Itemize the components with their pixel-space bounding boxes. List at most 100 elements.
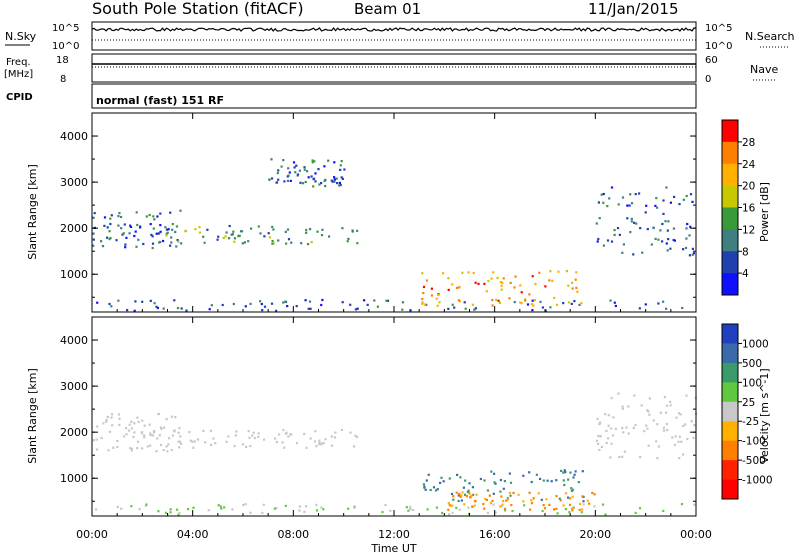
echo-cell xyxy=(353,445,356,448)
echo-cell xyxy=(509,281,512,284)
echo-cell xyxy=(134,230,137,233)
x-tick-label: 12:00 xyxy=(378,528,410,541)
echo-cell xyxy=(176,307,180,310)
echo-cell xyxy=(151,434,154,437)
echo-cell xyxy=(429,488,432,492)
echo-cell xyxy=(519,301,522,304)
echo-cell xyxy=(305,228,308,232)
power-colorbar-label: Power [dB] xyxy=(758,182,771,242)
station-title: South Pole Station (fitACF) xyxy=(92,0,304,18)
echo-cell xyxy=(263,235,266,238)
echo-cell xyxy=(678,435,681,438)
echo-cell xyxy=(277,178,280,181)
echo-cell xyxy=(655,440,658,443)
echo-cell xyxy=(535,473,538,476)
echo-cell xyxy=(127,429,131,432)
echo-cell xyxy=(568,497,571,500)
echo-cell xyxy=(571,507,574,510)
echo-cell xyxy=(198,231,201,234)
echo-cell xyxy=(409,505,412,508)
colorbar-swatch xyxy=(722,460,738,481)
echo-cell xyxy=(500,284,503,287)
echo-cell xyxy=(321,298,324,302)
echo-cell xyxy=(175,225,178,228)
freq-label: Freq. xyxy=(6,57,31,68)
nave-tick-bottom: 0 xyxy=(705,74,711,85)
echo-cell xyxy=(448,477,451,480)
echo-cell xyxy=(469,496,472,499)
echo-cell xyxy=(622,431,625,434)
echo-cell xyxy=(570,487,573,490)
echo-cell xyxy=(282,159,285,162)
echo-cell xyxy=(271,242,274,245)
echo-cell xyxy=(612,434,615,437)
velocity-colorbar-label: Velocity [m s^-1] xyxy=(758,368,771,463)
echo-cell xyxy=(157,510,160,513)
echo-cell xyxy=(309,307,312,310)
echo-cell xyxy=(145,503,148,506)
echo-cell xyxy=(95,438,98,441)
x-tick-label: 08:00 xyxy=(277,528,309,541)
echo-cell xyxy=(503,480,506,483)
echo-cell xyxy=(141,431,144,434)
echo-cell xyxy=(573,300,576,303)
colorbar-tick-label: 4 xyxy=(742,268,749,280)
echo-cell xyxy=(459,495,462,498)
echo-cell xyxy=(685,227,688,230)
echo-cell xyxy=(467,489,470,492)
echo-cell xyxy=(152,227,155,230)
echo-cell xyxy=(119,215,123,219)
echo-cell xyxy=(562,479,565,482)
echo-cell xyxy=(605,441,608,445)
echo-cell xyxy=(421,297,424,301)
echo-cell xyxy=(427,473,430,476)
echo-cell xyxy=(331,180,334,183)
echo-cell xyxy=(318,183,321,186)
echo-cell xyxy=(339,168,342,171)
echo-cell xyxy=(610,186,614,189)
echo-cell xyxy=(164,226,167,229)
echo-cell xyxy=(555,495,558,498)
echo-cell xyxy=(305,505,308,508)
echo-cell xyxy=(638,192,641,195)
echo-cell xyxy=(473,504,476,507)
colorbar-tick-label: 12 xyxy=(742,224,755,236)
echo-cell xyxy=(530,302,534,306)
echo-cell xyxy=(523,504,526,507)
echo-cell xyxy=(505,499,508,502)
x-tick-label: 20:00 xyxy=(579,528,611,541)
y-tick-label: 3000 xyxy=(60,380,88,393)
echo-cell xyxy=(150,233,153,236)
echo-cell xyxy=(662,426,666,429)
echo-cell xyxy=(482,502,485,506)
echo-cell xyxy=(483,282,486,285)
nsearch-tick-bottom: 10^0 xyxy=(705,41,732,52)
echo-cell xyxy=(149,432,152,435)
echo-cell xyxy=(257,435,260,438)
echo-cell xyxy=(548,279,551,282)
echo-cell xyxy=(180,442,183,445)
echo-cell xyxy=(346,240,349,243)
echo-cell xyxy=(274,437,277,440)
echo-cell xyxy=(176,239,179,242)
echo-cell xyxy=(401,301,405,304)
echo-cell xyxy=(202,429,205,432)
echo-cell xyxy=(579,502,582,506)
echo-cell xyxy=(259,232,262,235)
echo-cell xyxy=(646,427,649,430)
echo-cell xyxy=(280,165,283,168)
echo-cell xyxy=(607,424,610,427)
echo-cell xyxy=(92,232,95,235)
echo-cell xyxy=(474,281,477,284)
echo-cell xyxy=(287,435,290,438)
echo-cell xyxy=(602,201,605,204)
echo-cell xyxy=(330,435,333,438)
echo-cell xyxy=(498,301,501,304)
echo-cell xyxy=(180,242,183,245)
echo-cell xyxy=(570,489,574,492)
echo-cell xyxy=(452,495,455,498)
echo-cell xyxy=(661,222,664,226)
echo-cell xyxy=(95,448,99,451)
echo-cell xyxy=(638,507,642,510)
